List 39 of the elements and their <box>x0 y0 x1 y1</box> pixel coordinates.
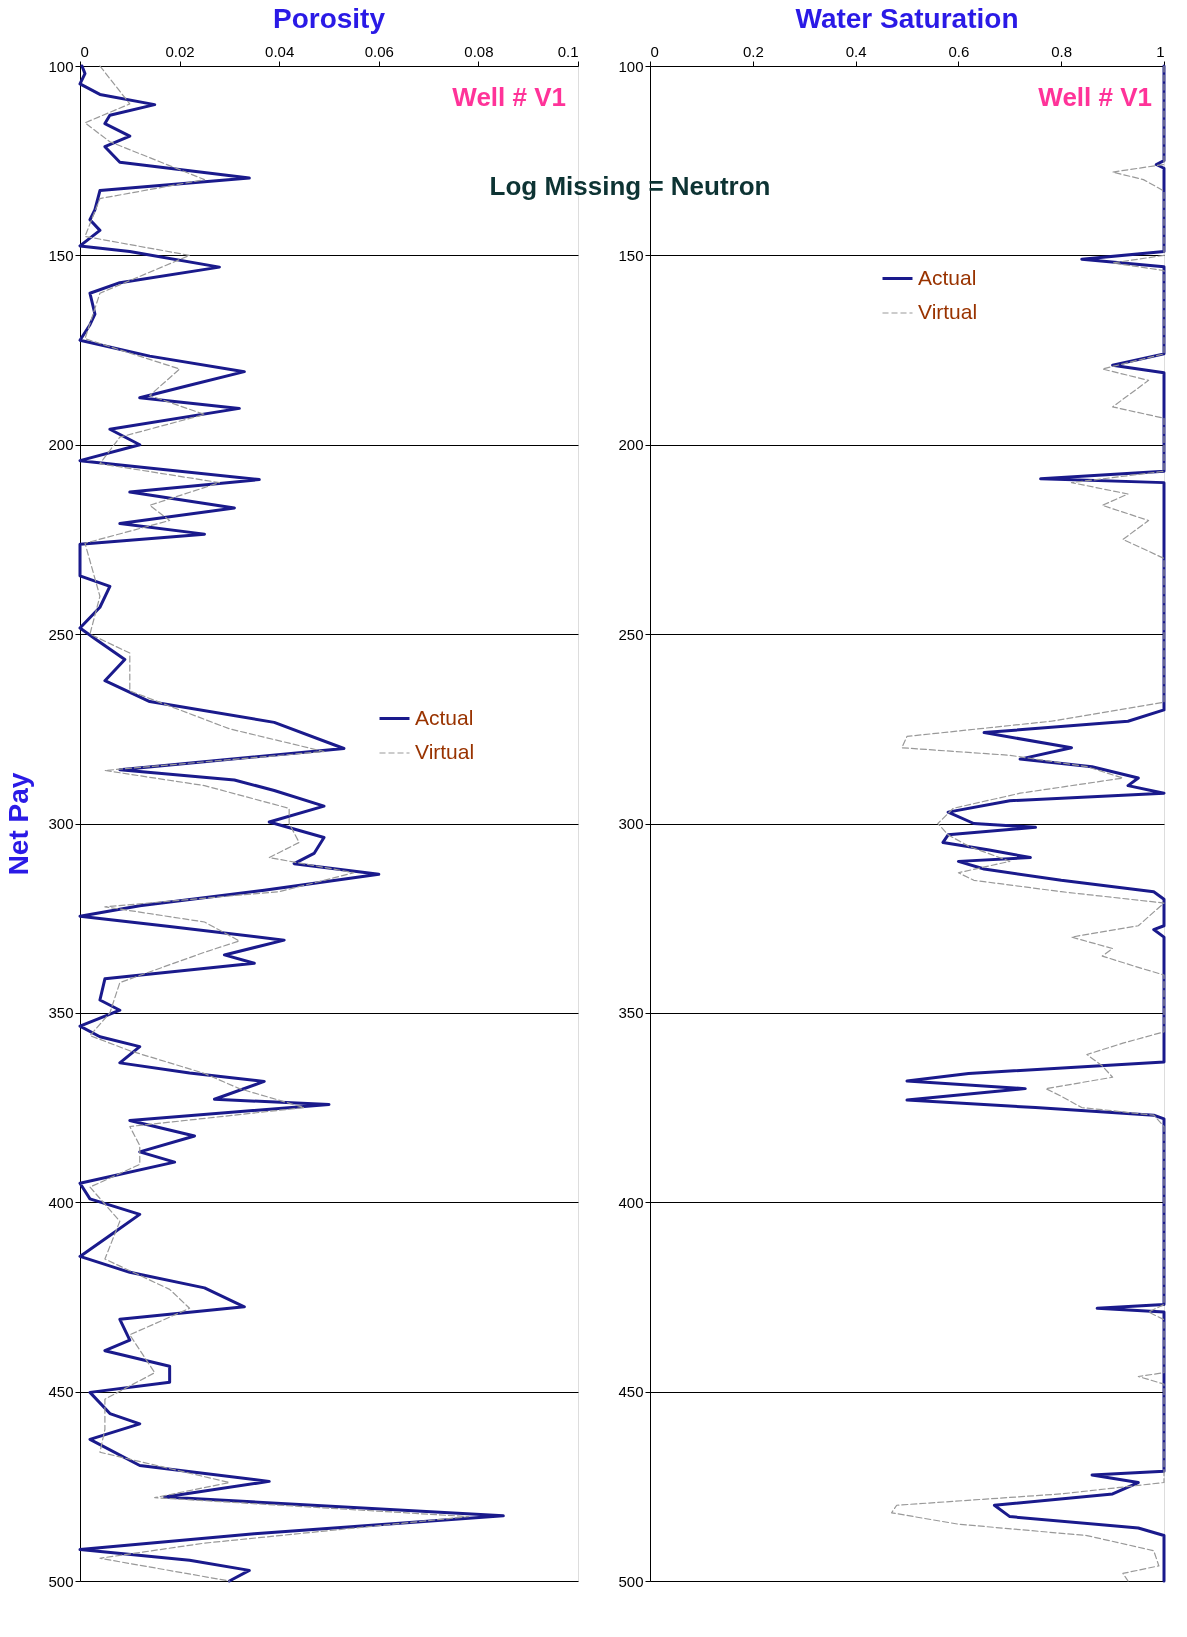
x-tick-label: 0.8 <box>1051 42 1073 60</box>
y-tick-label: 450 <box>48 1383 74 1401</box>
y-tick-label: 200 <box>48 436 74 454</box>
y-tick-label: 150 <box>618 246 644 264</box>
y-tick-label: 250 <box>48 625 74 643</box>
x-tick-label: 0.06 <box>364 42 394 60</box>
legend-label: Actual <box>918 265 977 289</box>
chart-title: Porosity <box>272 3 386 34</box>
y-tick-label: 500 <box>48 1572 74 1590</box>
y-tick-label: 300 <box>48 815 74 832</box>
y-tick-label: 400 <box>48 1193 74 1211</box>
y-tick-label: 100 <box>618 57 644 75</box>
y-tick-label: 250 <box>618 625 644 643</box>
x-tick-label: 0.02 <box>165 42 195 60</box>
x-tick-label: 0 <box>80 42 89 60</box>
x-tick-label: 0.2 <box>742 42 764 60</box>
y-tick-label: 450 <box>618 1383 644 1401</box>
chart-title: Water Saturation <box>795 3 1019 34</box>
x-tick-label: 0.4 <box>845 42 867 60</box>
x-tick-label: 0.6 <box>948 42 970 60</box>
annotation: Well # V1 <box>1038 82 1152 112</box>
y-tick-label: 350 <box>48 1004 74 1022</box>
legend-label: Virtual <box>415 740 475 763</box>
y-tick-label: 350 <box>618 1004 644 1022</box>
y-tick-label: 300 <box>618 815 644 832</box>
x-tick-label: 0.04 <box>265 42 295 60</box>
y-tick-label: 150 <box>48 246 74 264</box>
legend-label: Virtual <box>918 300 978 323</box>
annotation: Well # V1 <box>452 82 566 112</box>
x-tick-label: 0.1 <box>557 42 579 60</box>
y-axis-title: Net Pay <box>3 772 35 876</box>
legend-label: Actual <box>415 705 474 729</box>
y-tick-label: 400 <box>618 1193 644 1211</box>
y-tick-label: 500 <box>618 1572 644 1590</box>
y-tick-label: 200 <box>618 436 644 454</box>
x-tick-label: 1 <box>1156 42 1165 60</box>
y-tick-label: 100 <box>48 57 74 75</box>
x-tick-label: 0.08 <box>464 42 494 60</box>
x-tick-label: 0 <box>650 42 659 60</box>
